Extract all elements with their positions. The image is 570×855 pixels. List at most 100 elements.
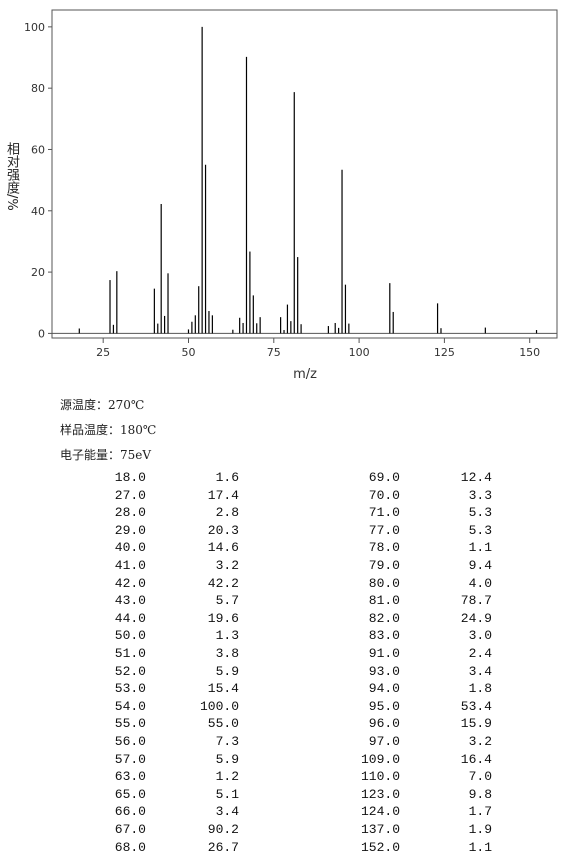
plot-frame — [51, 9, 558, 339]
table-cell: 90.2 — [207, 822, 239, 837]
table-cell: 1.1 — [468, 540, 492, 556]
table-cell: 16.4 — [460, 751, 492, 767]
table-cell: 7.3 — [215, 734, 239, 749]
table-cell: 2.8 — [215, 505, 239, 521]
table-cell: 65.0 — [114, 786, 146, 802]
table-cell: 19.6 — [207, 610, 239, 626]
table-cell: 3.3 — [468, 487, 492, 503]
table-cell: 123.0 — [360, 786, 400, 802]
table-cell: 1.6 — [215, 470, 239, 485]
table-cell: 1.9 — [468, 822, 492, 837]
table-cell: 69.0 — [368, 470, 400, 485]
x-axis-label: m/z — [293, 367, 317, 382]
table-cell: 26.7 — [207, 839, 239, 855]
table-cell: 50.0 — [114, 628, 146, 644]
table-cell: 15.9 — [460, 716, 492, 732]
table-cell: 3.4 — [468, 663, 492, 679]
table-cell: 81.0 — [368, 593, 400, 609]
x-tick-label: 75 — [267, 346, 281, 359]
table-cell: 40.0 — [114, 540, 146, 556]
chart: m/z 0 20 40 60 80 100 25 50 75 100 125 150 — [24, 9, 558, 382]
table-cell: 52.0 — [114, 663, 146, 679]
table-cell: 3.4 — [215, 804, 239, 820]
table-cell: 110.0 — [360, 769, 400, 785]
table-cell: 1.8 — [468, 681, 492, 697]
y-tick-label: 100 — [24, 21, 45, 34]
condition: 源温度：270℃ — [60, 398, 145, 412]
y-tick-label: 60 — [31, 143, 45, 156]
table-cell: 1.3 — [215, 628, 239, 644]
table-cell: 3.8 — [215, 646, 239, 661]
table-cell: 56.0 — [114, 734, 146, 749]
table-cell: 5.7 — [215, 593, 239, 609]
table-cell: 78.0 — [368, 540, 400, 556]
table-cell: 67.0 — [114, 822, 146, 837]
table-cell: 79.0 — [368, 558, 400, 573]
table-cell: 5.3 — [468, 505, 492, 521]
table-cell: 93.0 — [368, 663, 400, 679]
table-cell: 1.7 — [468, 804, 492, 820]
table-cell: 18.0 — [114, 470, 146, 485]
table-cell: 28.0 — [114, 505, 146, 521]
table-cell: 97.0 — [368, 734, 400, 749]
table-cell: 77.0 — [368, 522, 400, 538]
x-tick-label: 25 — [96, 346, 110, 359]
x-tick-label: 100 — [349, 346, 370, 359]
table-cell: 5.1 — [215, 786, 239, 802]
table-cell: 42.0 — [114, 575, 146, 591]
table-cell: 5.9 — [215, 663, 239, 679]
table-cell: 91.0 — [368, 646, 400, 661]
table-cell: 4.0 — [468, 575, 492, 591]
table-cell: 94.0 — [368, 681, 400, 697]
table-cell: 3.2 — [468, 734, 492, 749]
table-cell: 124.0 — [360, 804, 400, 820]
table-cell: 70.0 — [368, 487, 400, 503]
table-cell: 63.0 — [114, 769, 146, 785]
condition: 电子能量：75eV — [60, 448, 152, 462]
table-cell: 83.0 — [368, 628, 400, 644]
table-cell: 55.0 — [114, 716, 146, 732]
y-tick-label: 80 — [31, 82, 45, 95]
table-cell: 71.0 — [368, 505, 400, 521]
table-cell: 100.0 — [199, 698, 239, 714]
y-tick-label: 20 — [31, 266, 45, 279]
table-cell: 1.2 — [215, 769, 239, 785]
table-cell: 53.4 — [460, 698, 492, 714]
table-cell: 41.0 — [114, 558, 146, 573]
table-cell: 43.0 — [114, 593, 146, 609]
x-tick-label: 150 — [519, 346, 540, 359]
table-cell: 68.0 — [114, 839, 146, 855]
table-cell: 5.9 — [215, 751, 239, 767]
table-cell: 95.0 — [368, 698, 400, 714]
condition: 样品温度：180℃ — [60, 423, 157, 437]
table-cell: 24.9 — [460, 610, 492, 626]
table-cell: 29.0 — [114, 522, 146, 538]
table-cell: 15.4 — [207, 681, 239, 697]
table-cell: 109.0 — [360, 751, 400, 767]
table-cell: 5.3 — [468, 522, 492, 538]
table-cell: 152.0 — [360, 839, 400, 855]
table-cell: 57.0 — [114, 751, 146, 767]
table-cell: 27.0 — [114, 487, 146, 503]
table-cell: 44.0 — [114, 610, 146, 626]
table-cell: 51.0 — [114, 646, 146, 661]
table-cell: 80.0 — [368, 575, 400, 591]
table-cell: 9.8 — [468, 786, 492, 802]
table-cell: 3.2 — [215, 558, 239, 573]
table-cell: 55.0 — [207, 716, 239, 732]
table-cell: 12.4 — [460, 470, 492, 485]
x-tick-label: 50 — [181, 346, 195, 359]
y-tick-label: 40 — [31, 205, 45, 218]
table-cell: 20.3 — [207, 522, 239, 538]
table-cell: 82.0 — [368, 610, 400, 626]
table-cell: 53.0 — [114, 681, 146, 697]
table-cell: 7.0 — [468, 769, 492, 785]
table-cell: 1.1 — [468, 839, 492, 855]
table-cell: 9.4 — [468, 558, 492, 573]
table-cell: 14.6 — [207, 540, 239, 556]
table-cell: 42.2 — [207, 575, 239, 591]
table-cell: 78.7 — [460, 593, 492, 609]
x-tick-label: 125 — [434, 346, 455, 359]
y-axis-label: 相对强度/% — [4, 142, 19, 211]
